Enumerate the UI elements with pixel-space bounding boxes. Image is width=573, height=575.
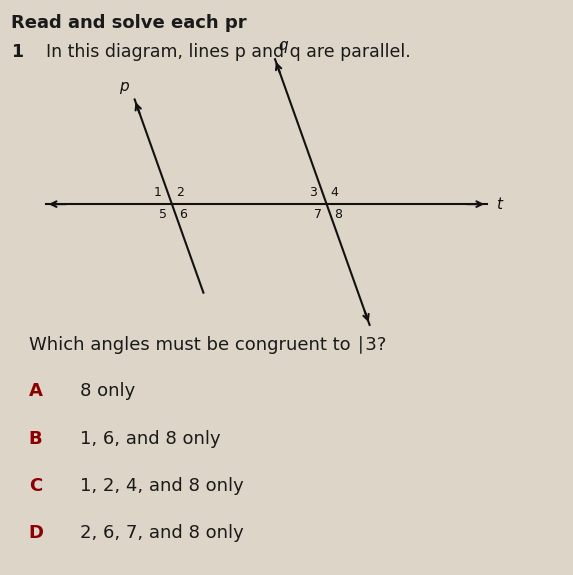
Text: D: D [29,524,44,542]
Text: 1: 1 [154,186,162,199]
Text: p: p [119,79,129,94]
Text: 1, 6, and 8 only: 1, 6, and 8 only [80,430,221,447]
Text: 2, 6, 7, and 8 only: 2, 6, 7, and 8 only [80,524,244,542]
Text: 2: 2 [176,186,183,199]
Text: A: A [29,382,42,400]
Text: B: B [29,430,42,447]
Text: Read and solve each pr: Read and solve each pr [11,14,247,32]
Text: t: t [496,197,501,212]
Text: 8: 8 [334,208,342,221]
Text: In this diagram, lines p and q are parallel.: In this diagram, lines p and q are paral… [46,43,411,61]
Text: 1, 2, 4, and 8 only: 1, 2, 4, and 8 only [80,477,244,494]
Text: C: C [29,477,42,494]
Text: 7: 7 [313,208,321,221]
Text: 1: 1 [11,43,23,61]
Text: q: q [278,39,288,53]
Text: 6: 6 [179,208,187,221]
Text: 5: 5 [159,208,167,221]
Text: 3: 3 [309,186,316,199]
Text: 8 only: 8 only [80,382,135,400]
Text: Which angles must be congruent to ∣3?: Which angles must be congruent to ∣3? [29,336,386,354]
Text: 4: 4 [331,186,338,199]
